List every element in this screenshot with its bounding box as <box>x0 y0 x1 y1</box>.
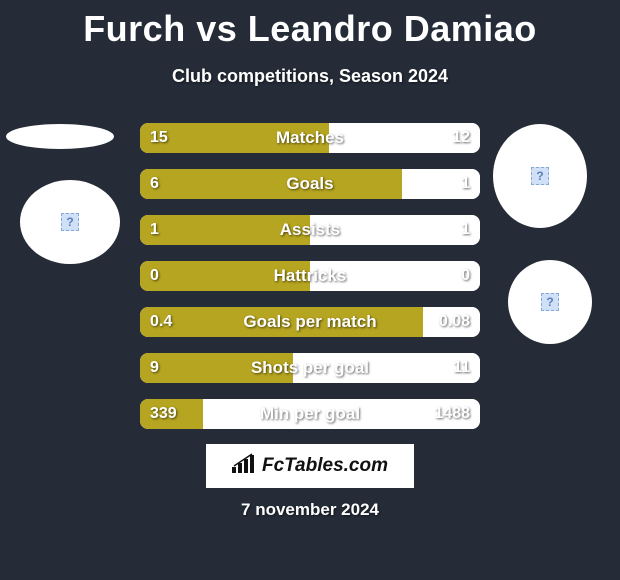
stat-value-left: 1 <box>150 221 159 239</box>
decorative-circle: ? <box>20 180 120 264</box>
stats-bars: 1512Matches61Goals11Assists00Hattricks0.… <box>140 123 480 445</box>
stat-row: 1 1 Assists <box>140 215 480 245</box>
stat-value-right: 1 <box>461 221 470 239</box>
stat-row: 0.4 0.08 Goals per match <box>140 307 480 337</box>
date-label: 7 november 2024 <box>0 500 620 520</box>
decorative-circle <box>6 124 114 149</box>
placeholder-icon: ? <box>541 293 559 311</box>
stat-value-left: 339 <box>150 405 177 423</box>
stat-label: Goals <box>286 174 333 194</box>
stat-value-left: 15 <box>150 129 168 147</box>
stat-value-right: 1 <box>461 175 470 193</box>
stat-label: Shots per goal <box>251 358 369 378</box>
stat-row: 15 12 Matches <box>140 123 480 153</box>
page-title: Furch vs Leandro Damiao <box>0 0 620 50</box>
logo: FcTables.com <box>232 453 388 479</box>
stat-value-right: 0 <box>461 267 470 285</box>
logo-text: FcTables.com <box>262 455 388 477</box>
decorative-circle: ? <box>493 124 587 228</box>
logo-chart-icon <box>232 453 258 479</box>
stat-value-right: 11 <box>453 359 470 377</box>
stat-row: 6 1 Goals <box>140 169 480 199</box>
stat-row: 0 0 Hattricks <box>140 261 480 291</box>
stat-row: 339 1488 Min per goal <box>140 399 480 429</box>
placeholder-icon: ? <box>531 167 549 185</box>
stat-label: Goals per match <box>243 312 376 332</box>
stat-label: Hattricks <box>274 266 347 286</box>
stat-value-right: 1488 <box>434 405 470 423</box>
page-subtitle: Club competitions, Season 2024 <box>0 66 620 87</box>
stat-value-left: 0 <box>150 267 159 285</box>
stat-bar-left <box>140 169 402 199</box>
stat-label: Assists <box>280 220 340 240</box>
stat-value-left: 9 <box>150 359 159 377</box>
stat-value-right: 0.08 <box>439 313 470 331</box>
decorative-circle: ? <box>508 260 592 344</box>
stat-value-right: 12 <box>452 129 470 147</box>
stat-label: Min per goal <box>260 404 360 424</box>
stat-value-left: 6 <box>150 175 159 193</box>
stat-value-left: 0.4 <box>150 313 172 331</box>
stat-label: Matches <box>276 128 344 148</box>
logo-box: FcTables.com <box>206 444 414 488</box>
placeholder-icon: ? <box>61 213 79 231</box>
stat-row: 9 11 Shots per goal <box>140 353 480 383</box>
